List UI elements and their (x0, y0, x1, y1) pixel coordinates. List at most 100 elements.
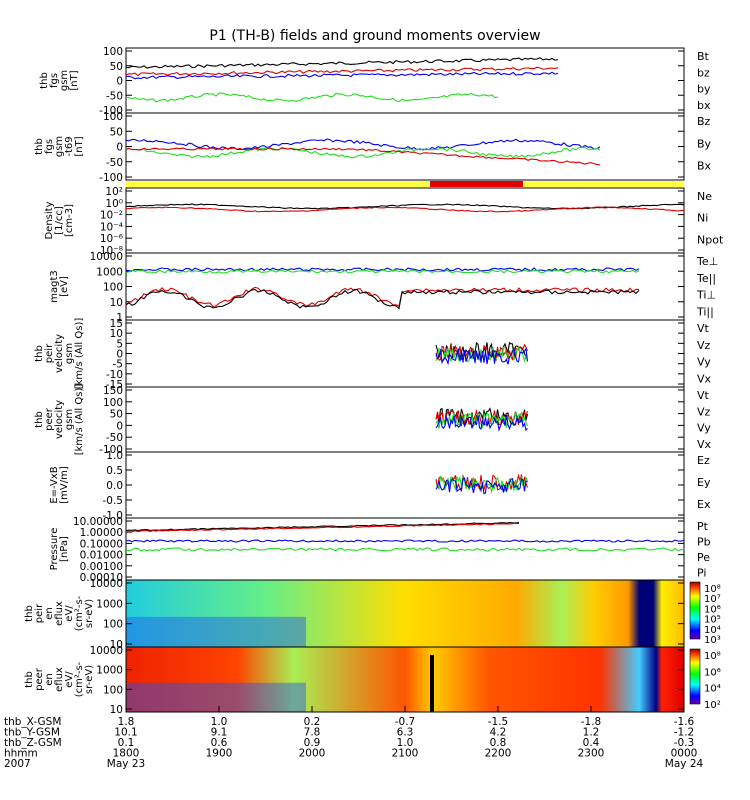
panel-10-ytick-label: 1000 (96, 665, 123, 677)
panel-9-spectrogram (126, 580, 684, 647)
panel-3-ylabel: [1/cc] (54, 206, 65, 235)
panel-5-ylabel: velocity (54, 334, 65, 373)
panel-6-legend-Vz: Vz (697, 405, 711, 418)
panel-5-ytick-label: 0 (116, 349, 123, 361)
panel-2-frame (125, 112, 685, 181)
panel-10-colorbar-label: 10² (704, 700, 721, 711)
panel-4-frame (125, 252, 685, 321)
panel-4-ylabel: magt3 (49, 270, 60, 303)
panel-4-ytick-label: 100 (103, 282, 123, 294)
panel-9-ylabel: eflux (54, 601, 65, 626)
Pi-trace (125, 539, 685, 543)
panel-2-legend-By: By (697, 137, 712, 150)
xtick-label: 1.0 (211, 716, 228, 728)
xtick-label: 4.2 (490, 727, 507, 739)
panel-1-ylabel: gsm (59, 70, 70, 91)
xtick-label: 0.4 (583, 737, 600, 749)
panel-10-colorbar-label: 10⁸ (704, 651, 721, 662)
Pe-trace (125, 547, 685, 552)
xtick-label: -1.5 (488, 716, 509, 728)
xtick-label: 2100 (392, 748, 419, 760)
panel-2-ytick-label: 50 (110, 126, 123, 138)
panel-6-legend-Vt: Vt (697, 389, 710, 402)
panel-10-ylabel: thb (24, 671, 35, 688)
panel-10-ylabel: en (44, 673, 55, 686)
panel-1-ytick-label: -50 (106, 90, 123, 102)
panel-8-legend-Pe: Pe (697, 551, 710, 564)
panel-6-ylabel: gsm (64, 409, 75, 430)
panel-6-ylabel: velocity (54, 400, 65, 439)
panel-2-ytick-label: 0 (116, 142, 123, 154)
by-trace (125, 92, 499, 103)
panel-2-ylabel: -t69 (64, 136, 75, 156)
xtick-label: 1.2 (583, 727, 600, 739)
panel-10-ylabel: peer (34, 667, 45, 691)
panel-5-ylabel: gsm (64, 343, 75, 364)
panel-2-ytick-label: -100 (99, 172, 123, 184)
panel-3-legend-Ne: Ne (697, 190, 712, 203)
bz-trace (125, 66, 559, 77)
panel-5-ytick-label: 5 (116, 338, 123, 350)
panel-9-ytick-label: 10 (110, 639, 123, 651)
xtick-label: 0.9 (304, 737, 321, 749)
panel-4-ytick-label: 10000 (90, 251, 123, 263)
xtick-label: May 23 (107, 758, 145, 770)
panel-2-ylabel: gsm (54, 136, 65, 157)
panel-4-legend-Ti⊥: Ti⊥ (696, 289, 716, 302)
panel-9-colorbar-label: 10⁴ (704, 625, 721, 636)
By-trace (125, 146, 601, 159)
panel-7-legend-Ez: Ez (697, 454, 710, 467)
panel-6-ylabel: thb (34, 411, 45, 428)
xtick-label: 1.0 (397, 737, 414, 749)
panel-10-ylabel: eflux (54, 667, 65, 692)
Pt-trace (125, 521, 520, 532)
panel-5-legend-Vt: Vt (697, 322, 710, 335)
xaxis-row-label: thb_X-GSM (4, 716, 61, 728)
panel-4-legend-Te⊥: Te⊥ (696, 255, 718, 268)
chart-title: P1 (TH-B) fields and ground moments over… (209, 28, 540, 44)
panel-5-ylabel: [km/s (All Qs)] (74, 318, 85, 390)
panel-8-ylabel: Pressure (49, 528, 60, 571)
panel-7-ylabel: E=-VxB (49, 466, 60, 503)
panel-7-ytick-label: -0.5 (103, 495, 124, 507)
panel-3-legend-Ni: Ni (697, 212, 708, 225)
panel-3-ytick-label: 10⁻⁴ (100, 221, 123, 233)
panel-4-ytick-label: 10 (110, 297, 123, 309)
panel-5-ytick-label: -5 (113, 359, 123, 371)
xtick-label: -0.7 (395, 716, 416, 728)
panel-10-lowenergy-region (126, 682, 306, 712)
panel-1-legend-bx: bx (697, 99, 711, 112)
panel-4-ylabel: [eV] (59, 276, 70, 297)
panel-1-legend-bz: bz (697, 66, 710, 79)
panel-7-ytick-label: 0.5 (106, 465, 123, 477)
xtick-label: May 24 (665, 758, 704, 770)
panel-9-ylabel: eV/ (64, 605, 75, 622)
status-bar-red-segment (430, 181, 523, 187)
panel-2-ylabel: [nT] (74, 136, 85, 156)
panel-3-ytick-label: 10² (105, 186, 123, 198)
panel-10-ylabel: sr-eV) (84, 665, 95, 694)
panel-10-ytick-label: 10000 (90, 645, 123, 657)
xtick-label: -1.8 (581, 716, 602, 728)
status-bar (126, 181, 684, 187)
panel-1-ytick-label: 100 (103, 46, 123, 58)
panel-9-colorbar (689, 581, 701, 640)
panel-9-ylabel: thb (24, 605, 35, 622)
panel-1-ytick-label: 0 (116, 76, 123, 88)
panel-4-ytick-label: 1 (116, 312, 123, 324)
xtick-label: 1800 (113, 748, 140, 760)
panel-6-ytick-label: -50 (106, 432, 123, 444)
panel-9-colorbar-label: 10⁸ (704, 584, 721, 595)
xtick-label: 0000 (671, 748, 698, 760)
panel-8-ytick-label: 0.01000 (80, 550, 123, 562)
panel-9-ylabel: peir (34, 603, 45, 623)
panel-9-colorbar-label: 10⁷ (704, 594, 721, 605)
panel-1-frame (125, 47, 685, 114)
xtick-label: 0.8 (490, 737, 507, 749)
xtick-label: -1.2 (674, 727, 695, 739)
Ti-perp-trace (125, 267, 640, 272)
panel-8-ytick-label: 0.00100 (80, 561, 123, 573)
bx-trace (125, 71, 559, 80)
panel-1-legend-by: by (697, 83, 711, 96)
